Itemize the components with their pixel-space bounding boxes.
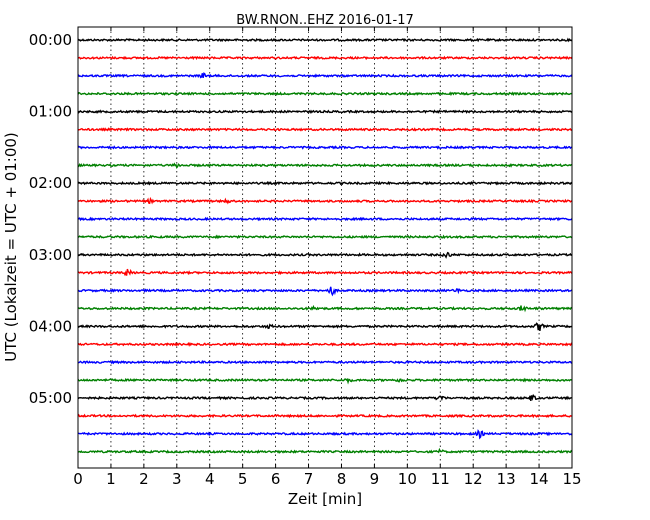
trace-0545 [77, 447, 573, 455]
x-tick-label: 12 [464, 470, 483, 488]
trace-0415 [77, 341, 573, 347]
y-tick-label: 01:00 [29, 103, 72, 121]
y-axis: 00:00 01:00 02:00 03:00 04:00 05:00 [29, 31, 572, 407]
y-axis-label: UTC (Lokalzeit = UTC + 01:00) [2, 132, 20, 362]
chart-title: BW.RNON..EHZ 2016-01-17 [236, 13, 414, 28]
x-tick-label: 14 [530, 470, 549, 488]
x-tick-label: 8 [337, 470, 347, 488]
x-tick-label: 15 [562, 470, 581, 488]
trace-0345 [77, 304, 573, 313]
x-tick-label: 7 [304, 470, 314, 488]
trace-0230 [77, 216, 573, 222]
trace-0445 [77, 377, 573, 385]
trace-0315 [77, 268, 573, 277]
x-tick-label: 2 [139, 470, 149, 488]
trace-0300 [77, 251, 573, 259]
y-tick-label: 00:00 [29, 31, 72, 49]
plot-frame [77, 26, 573, 469]
y-tick-label: 05:00 [29, 389, 72, 407]
x-axis-label: Zeit [min] [288, 490, 362, 508]
trace-0245 [77, 234, 573, 240]
y-tick-label: 04:00 [29, 317, 72, 335]
trace-0115 [77, 127, 573, 132]
grid [110, 27, 540, 468]
trace-0430 [77, 359, 573, 365]
traces [77, 37, 573, 455]
x-tick-label: 11 [431, 470, 450, 488]
trace-0000 [77, 37, 573, 43]
y-tick-label: 02:00 [29, 174, 72, 192]
x-tick-label: 5 [238, 470, 248, 488]
trace-0130 [77, 145, 573, 150]
trace-0330 [77, 286, 573, 297]
trace-0530 [77, 429, 573, 440]
trace-0200 [77, 180, 573, 186]
y-tick-label: 03:00 [29, 246, 72, 264]
x-tick-label: 10 [398, 470, 417, 488]
trace-0015 [77, 55, 573, 61]
trace-0400 [77, 322, 573, 332]
trace-0500 [77, 393, 573, 402]
x-tick-label: 1 [106, 470, 116, 488]
x-tick-label: 13 [497, 470, 516, 488]
trace-0045 [77, 91, 573, 97]
trace-0030 [77, 72, 573, 79]
trace-0100 [77, 109, 573, 114]
trace-0145 [77, 162, 573, 169]
x-tick-label: 3 [172, 470, 182, 488]
x-tick-label: 4 [205, 470, 215, 488]
x-tick-label: 9 [370, 470, 380, 488]
trace-0215 [77, 196, 573, 205]
trace-0515 [77, 413, 573, 419]
x-axis: 0 1 2 3 4 5 6 7 8 9 10 11 12 13 14 15 [73, 27, 582, 488]
x-tick-label: 6 [271, 470, 281, 488]
x-tick-label: 0 [73, 470, 83, 488]
